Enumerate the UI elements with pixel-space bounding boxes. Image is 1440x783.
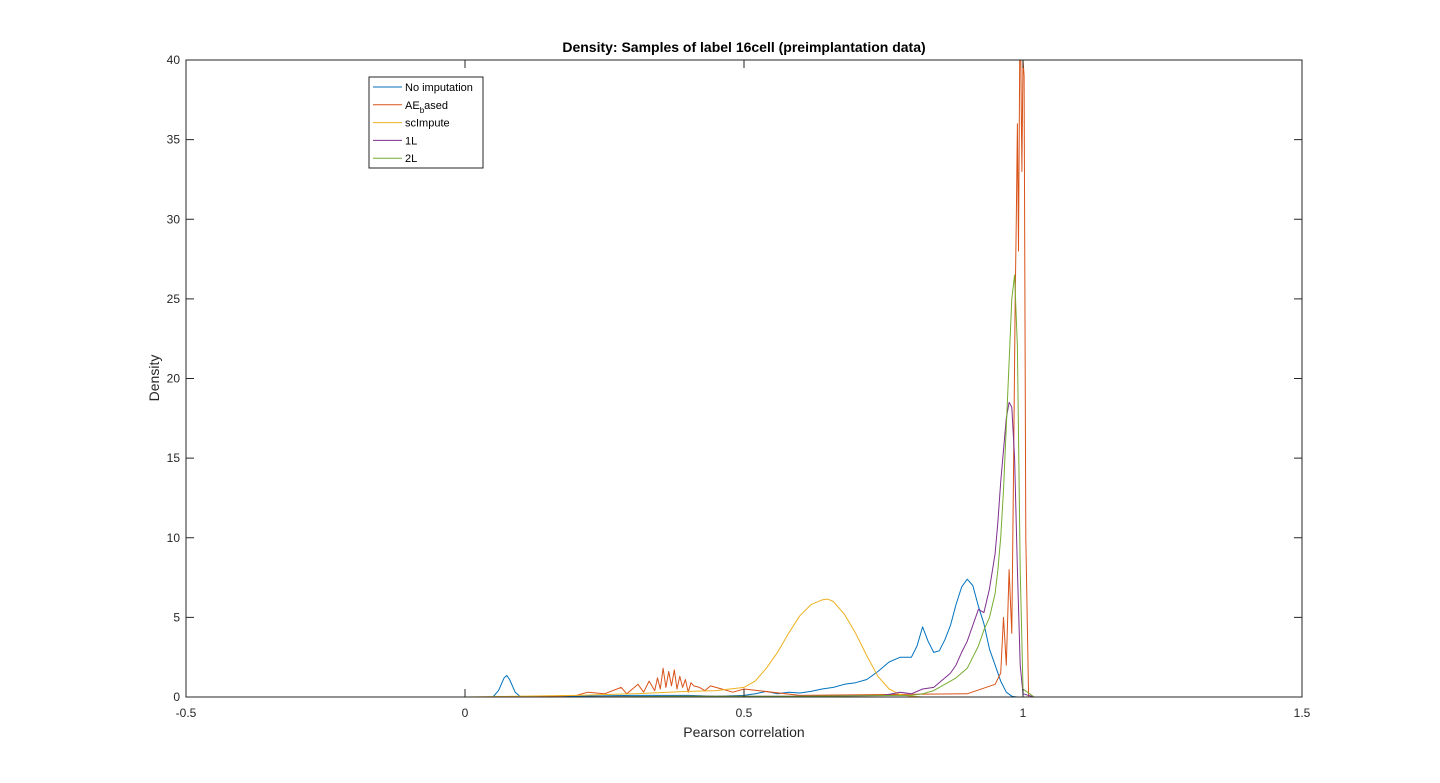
- legend-label: 1L: [405, 135, 417, 147]
- y-tick-label: 40: [167, 53, 181, 67]
- x-tick-label: 1.5: [1294, 706, 1311, 720]
- series-line-5: [297, 274, 1263, 697]
- y-tick-label: 20: [167, 372, 181, 386]
- y-tick-label: 0: [173, 690, 180, 704]
- y-tick-label: 15: [167, 451, 181, 465]
- axes: -0.5 0 0.5 1 1.5 0 5 10 15 20 25 30 35 40: [167, 53, 1311, 720]
- y-tick-label: 25: [167, 292, 181, 306]
- legend: No imputation AEbased scImpute 1L 2L: [368, 76, 484, 169]
- y-tick-label: 10: [167, 531, 181, 545]
- y-tick-label: 35: [167, 133, 181, 147]
- series-line-2: [297, 60, 1263, 697]
- x-tick-label: 0: [462, 706, 469, 720]
- x-axis-title: Pearson correlation: [683, 724, 804, 740]
- x-tick-label: 0.5: [736, 706, 753, 720]
- x-tick-label: 1: [1020, 706, 1027, 720]
- y-tick-label: 5: [173, 610, 180, 624]
- legend-label: No imputation: [405, 82, 473, 94]
- y-tick-label: 30: [167, 212, 181, 226]
- legend-label: AEbased: [405, 100, 448, 115]
- y-axis-title: Density: [146, 355, 162, 402]
- legend-label: scImpute: [405, 118, 450, 130]
- x-tick-label: -0.5: [176, 706, 197, 720]
- legend-label: 2L: [405, 153, 417, 165]
- series-line-4: [297, 401, 1263, 697]
- chart-title: Density: Samples of label 16cell (preimp…: [562, 39, 925, 55]
- series-line-1: [225, 578, 1263, 697]
